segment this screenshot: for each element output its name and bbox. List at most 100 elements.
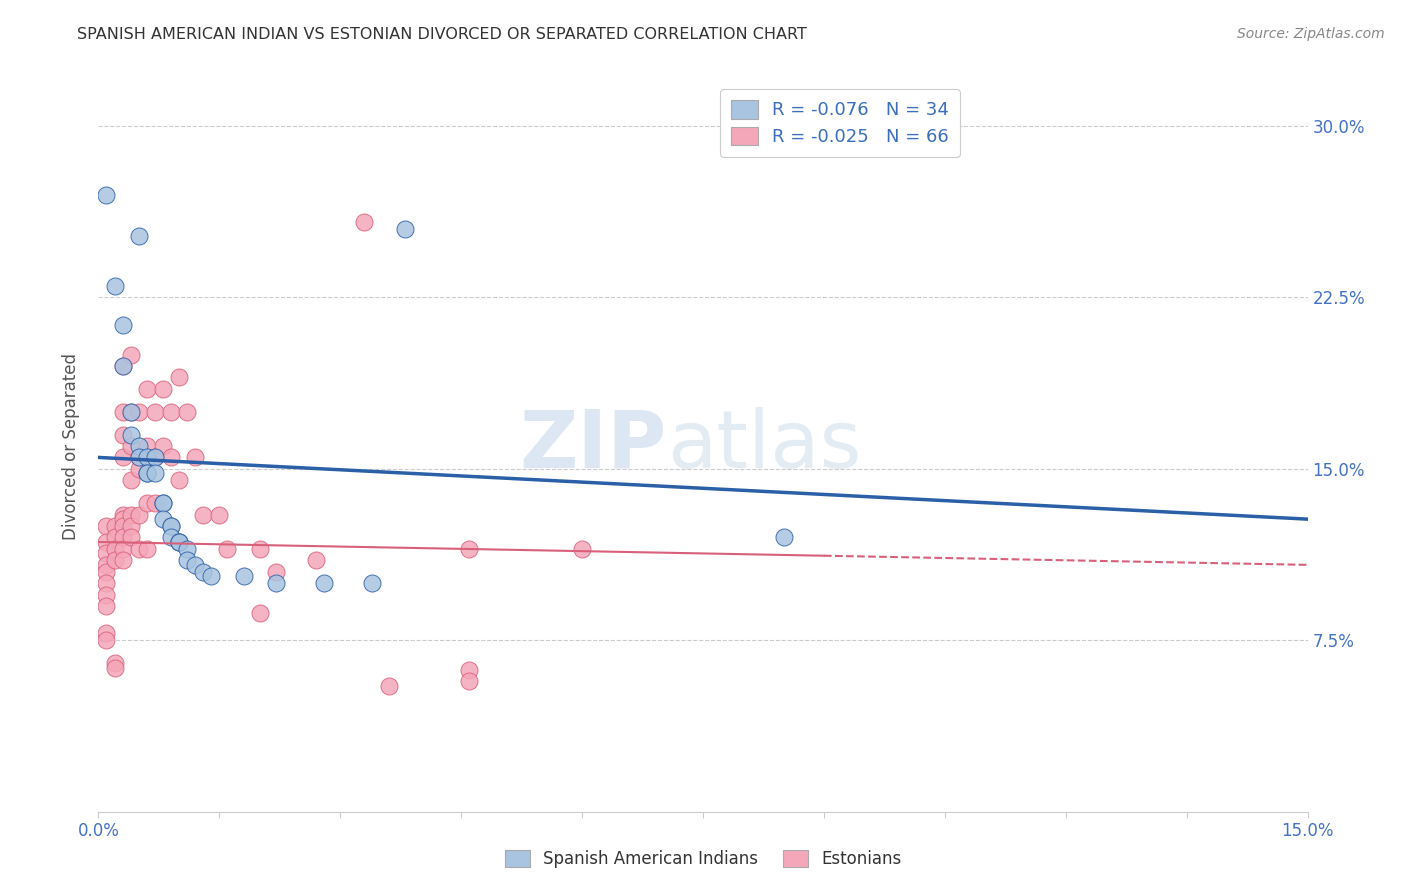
Point — [135, 496, 157, 510]
Point — [120, 405, 142, 419]
Point — [184, 558, 207, 572]
Text: Source: ZipAtlas.com: Source: ZipAtlas.com — [1237, 27, 1385, 41]
Point — [128, 450, 150, 465]
Point — [128, 405, 150, 419]
Point — [103, 656, 125, 670]
Point — [103, 541, 125, 556]
Point — [160, 530, 183, 544]
Point — [128, 462, 150, 476]
Point — [377, 679, 399, 693]
Point — [128, 228, 150, 243]
Point — [167, 535, 190, 549]
Point — [111, 508, 134, 522]
Point — [103, 519, 125, 533]
Point — [176, 541, 198, 556]
Point — [96, 558, 118, 572]
Point — [96, 588, 118, 602]
Point — [772, 530, 794, 544]
Point — [120, 347, 142, 362]
Point — [120, 405, 142, 419]
Point — [96, 599, 118, 613]
Point — [361, 576, 384, 591]
Point — [458, 663, 481, 677]
Point — [111, 512, 134, 526]
Point — [152, 512, 174, 526]
Point — [128, 541, 150, 556]
Point — [111, 519, 134, 533]
Point — [96, 576, 118, 591]
Point — [103, 553, 125, 567]
Point — [111, 359, 134, 373]
Point — [152, 496, 174, 510]
Point — [200, 569, 222, 583]
Point — [167, 473, 190, 487]
Point — [96, 519, 118, 533]
Point — [120, 530, 142, 544]
Point — [143, 450, 166, 465]
Point — [143, 467, 166, 481]
Point — [120, 508, 142, 522]
Point — [458, 674, 481, 689]
Point — [571, 541, 593, 556]
Point — [264, 576, 287, 591]
Point — [96, 633, 118, 648]
Point — [143, 405, 166, 419]
Text: atlas: atlas — [666, 407, 860, 485]
Y-axis label: Divorced or Separated: Divorced or Separated — [62, 352, 80, 540]
Point — [167, 370, 190, 384]
Point — [152, 382, 174, 396]
Point — [135, 439, 157, 453]
Point — [128, 450, 150, 465]
Point — [152, 496, 174, 510]
Point — [111, 530, 134, 544]
Point — [111, 359, 134, 373]
Point — [111, 553, 134, 567]
Point — [232, 569, 254, 583]
Point — [135, 382, 157, 396]
Point — [128, 508, 150, 522]
Point — [184, 450, 207, 465]
Point — [128, 439, 150, 453]
Point — [96, 565, 118, 579]
Point — [249, 606, 271, 620]
Point — [353, 215, 375, 229]
Point — [120, 519, 142, 533]
Point — [96, 626, 118, 640]
Point — [120, 473, 142, 487]
Point — [135, 467, 157, 481]
Point — [176, 405, 198, 419]
Point — [394, 222, 416, 236]
Point — [305, 553, 328, 567]
Legend: Spanish American Indians, Estonians: Spanish American Indians, Estonians — [498, 843, 908, 875]
Point — [160, 405, 183, 419]
Point — [160, 519, 183, 533]
Point — [135, 467, 157, 481]
Point — [111, 318, 134, 332]
Point — [143, 496, 166, 510]
Point — [249, 541, 271, 556]
Point — [167, 535, 190, 549]
Text: SPANISH AMERICAN INDIAN VS ESTONIAN DIVORCED OR SEPARATED CORRELATION CHART: SPANISH AMERICAN INDIAN VS ESTONIAN DIVO… — [77, 27, 807, 42]
Point — [103, 661, 125, 675]
Point — [111, 541, 134, 556]
Point — [264, 565, 287, 579]
Point — [167, 535, 190, 549]
Point — [152, 439, 174, 453]
Point — [120, 439, 142, 453]
Point — [458, 541, 481, 556]
Point — [135, 541, 157, 556]
Point — [217, 541, 239, 556]
Point — [103, 279, 125, 293]
Point — [193, 565, 215, 579]
Point — [111, 427, 134, 442]
Point — [208, 508, 231, 522]
Point — [160, 519, 183, 533]
Point — [103, 530, 125, 544]
Point — [135, 450, 157, 465]
Text: ZIP: ZIP — [519, 407, 666, 485]
Point — [111, 450, 134, 465]
Point — [193, 508, 215, 522]
Point — [160, 450, 183, 465]
Point — [96, 535, 118, 549]
Legend: R = -0.076   N = 34, R = -0.025   N = 66: R = -0.076 N = 34, R = -0.025 N = 66 — [720, 89, 960, 157]
